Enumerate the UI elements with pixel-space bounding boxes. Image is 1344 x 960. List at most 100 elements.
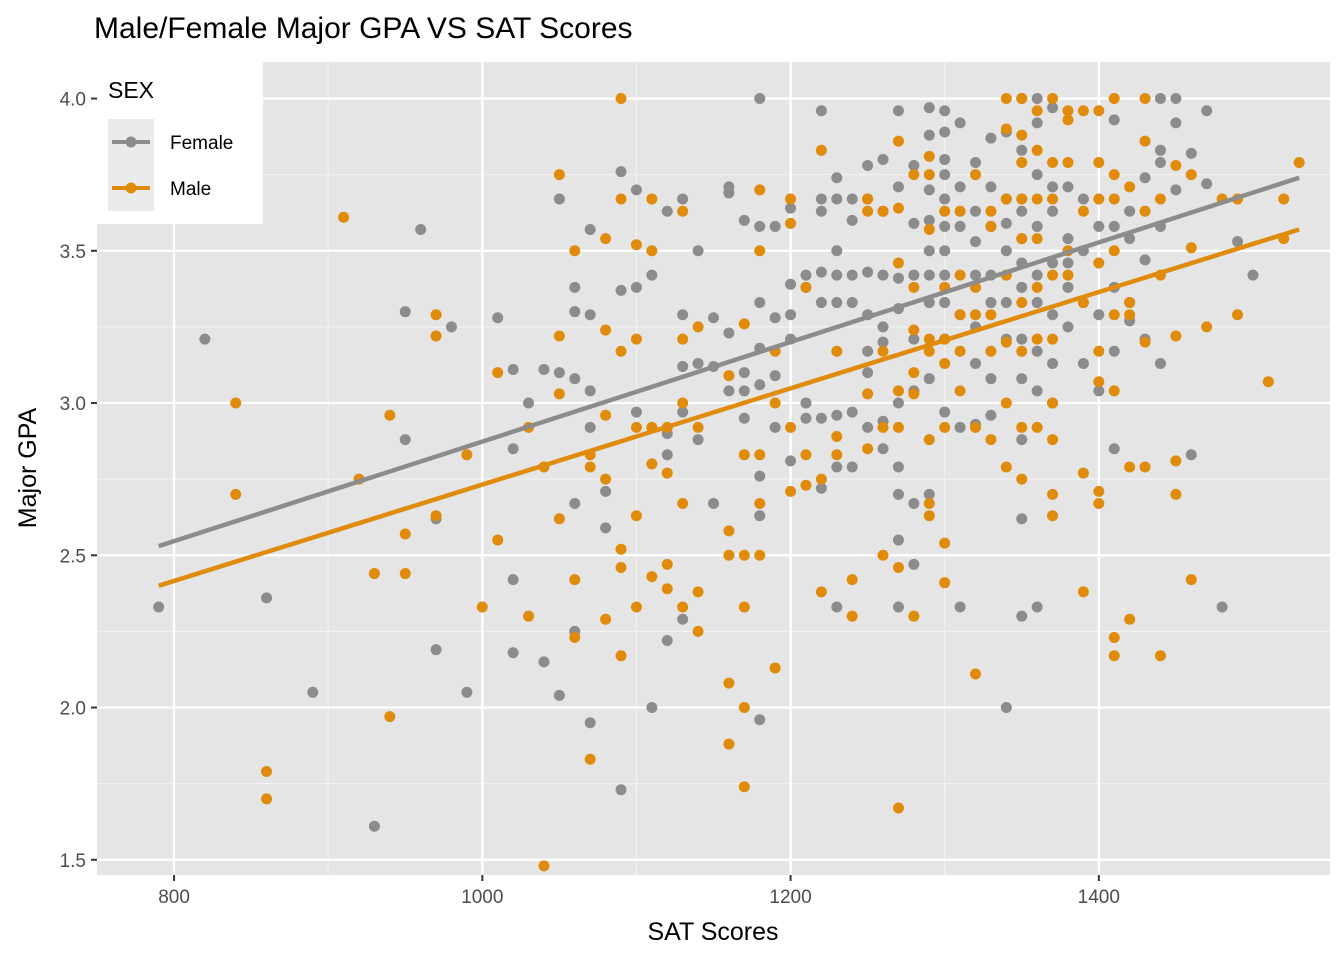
male-point: [877, 549, 889, 561]
female-point: [877, 336, 889, 348]
female-point: [1216, 601, 1228, 613]
male-point: [954, 205, 966, 217]
female-point: [923, 373, 935, 385]
female-point: [939, 105, 951, 117]
female-point: [815, 266, 827, 278]
female-point: [1000, 297, 1012, 309]
female-point: [1031, 169, 1043, 181]
female-point: [692, 434, 704, 446]
male-point: [1093, 193, 1105, 205]
male-point: [1201, 321, 1213, 333]
female-point: [892, 181, 904, 193]
male-point: [661, 558, 673, 570]
female-point: [569, 281, 581, 293]
female-point: [569, 498, 581, 510]
female-point: [153, 601, 165, 613]
female-point: [877, 153, 889, 165]
male-point: [553, 169, 565, 181]
female-point: [507, 574, 519, 586]
female-point: [600, 522, 612, 534]
male-point: [1154, 650, 1166, 662]
legend-label-female: Female: [170, 133, 233, 154]
male-point: [1093, 257, 1105, 269]
female-point: [723, 187, 735, 199]
male-point: [646, 458, 658, 470]
female-point: [1154, 93, 1166, 105]
female-point: [846, 461, 858, 473]
female-point: [1108, 220, 1120, 232]
female-point: [677, 193, 689, 205]
male-point: [1170, 330, 1182, 342]
male-point: [1031, 144, 1043, 156]
male-point: [923, 498, 935, 510]
male-point: [1062, 269, 1074, 281]
female-point: [1124, 233, 1136, 245]
y-tick-label: 3.0: [60, 394, 86, 415]
female-point: [815, 297, 827, 309]
female-point: [954, 181, 966, 193]
male-point: [815, 473, 827, 485]
male-point: [630, 421, 642, 433]
male-points: [230, 93, 1305, 872]
male-point: [1124, 297, 1136, 309]
female-points: [153, 93, 1259, 832]
male-point: [831, 345, 843, 357]
male-point: [692, 625, 704, 637]
male-point: [615, 93, 627, 105]
male-point: [908, 169, 920, 181]
male-point: [461, 449, 473, 461]
male-point: [754, 449, 766, 461]
female-point: [862, 421, 874, 433]
female-point: [199, 333, 211, 345]
male-point: [1185, 574, 1197, 586]
male-point: [754, 184, 766, 196]
x-tick-label: 1200: [769, 887, 811, 908]
female-point: [692, 245, 704, 257]
male-point: [1016, 421, 1028, 433]
male-point: [923, 150, 935, 162]
female-point: [1077, 193, 1089, 205]
female-point: [399, 434, 411, 446]
female-point: [954, 601, 966, 613]
female-point: [939, 126, 951, 138]
female-point: [584, 223, 596, 235]
male-point: [261, 793, 273, 805]
male-point: [862, 388, 874, 400]
male-point: [1108, 169, 1120, 181]
female-point: [754, 297, 766, 309]
male-point: [1170, 160, 1182, 172]
male-point: [954, 269, 966, 281]
male-point: [1093, 376, 1105, 388]
chart-title: Male/Female Major GPA VS SAT Scores: [94, 12, 633, 45]
female-point: [954, 421, 966, 433]
female-point: [846, 193, 858, 205]
male-point: [630, 239, 642, 251]
male-point: [815, 586, 827, 598]
male-point: [877, 345, 889, 357]
male-point: [738, 702, 750, 714]
female-point: [769, 312, 781, 324]
female-point: [939, 193, 951, 205]
female-point: [785, 278, 797, 290]
male-point: [1077, 205, 1089, 217]
female-point: [368, 820, 380, 832]
male-point: [738, 549, 750, 561]
female-point: [1047, 309, 1059, 321]
female-point: [1062, 181, 1074, 193]
female-point: [1047, 357, 1059, 369]
y-axis: 1.5 2.0 2.5 3.0 3.5 4.0: [60, 90, 97, 872]
male-point: [892, 421, 904, 433]
male-point: [615, 345, 627, 357]
female-point: [507, 647, 519, 659]
male-point: [1000, 93, 1012, 105]
female-point: [815, 482, 827, 494]
female-point: [1062, 321, 1074, 333]
female-point: [708, 498, 719, 510]
female-point: [723, 385, 735, 397]
male-point: [985, 434, 997, 446]
female-point: [569, 306, 581, 318]
female-point: [1016, 513, 1028, 525]
legend-point-female: [125, 136, 137, 148]
male-point: [615, 650, 627, 662]
male-point: [923, 510, 935, 522]
